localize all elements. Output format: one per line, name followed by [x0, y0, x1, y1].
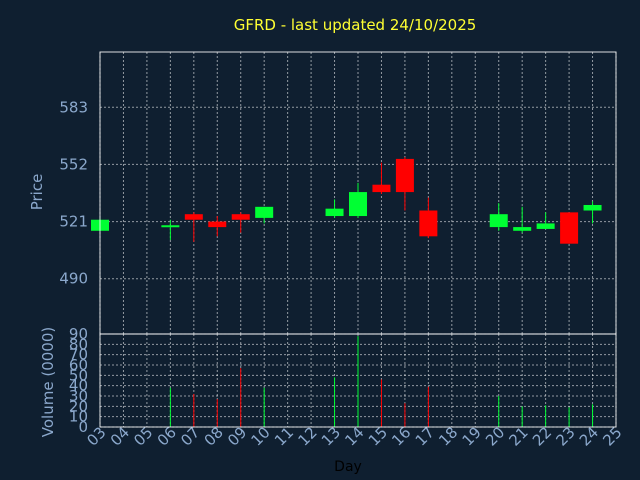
candle-body: [536, 223, 555, 229]
volume-tick-label: 30: [69, 387, 88, 405]
candle-body: [560, 212, 579, 244]
chart-title: GFRD - last updated 24/10/2025: [234, 16, 477, 34]
volume-axis-label: Volume (0000): [39, 327, 57, 437]
candle-body: [231, 214, 250, 220]
volume-tick-label: 80: [69, 335, 88, 353]
price-tick-label: 583: [59, 98, 88, 116]
volume-panel-frame: [99, 333, 617, 428]
candle-body: [349, 192, 367, 217]
candle-body: [419, 210, 438, 237]
x-axis-label: Day: [334, 459, 362, 475]
volume-tick-label: 90: [69, 325, 88, 343]
volume-bars: [169, 336, 594, 427]
candle-body: [395, 158, 414, 193]
price-tick-label: 490: [59, 270, 88, 288]
candle-body: [184, 214, 203, 220]
price-tick-label: 552: [59, 155, 88, 173]
candle-body: [583, 204, 602, 211]
volume-tick-label: 60: [69, 356, 88, 374]
volume-tick-label: 20: [69, 397, 88, 415]
candle-body: [208, 221, 227, 228]
price-ticks: 490 521 552 583: [59, 98, 88, 287]
candles: [91, 157, 602, 244]
candle-body: [489, 214, 508, 228]
candle-body: [513, 227, 532, 231]
price-tick-label: 521: [59, 213, 88, 231]
volume-tick-label: 70: [69, 346, 88, 364]
volume-tick-label: 50: [69, 366, 88, 384]
volume-tick-label: 40: [69, 377, 88, 395]
price-axis-label: Price: [28, 174, 46, 211]
volume-tick-label: 0: [78, 418, 88, 436]
candle-body: [372, 184, 391, 193]
candle-body: [255, 206, 274, 218]
candle-body: [161, 225, 180, 228]
volume-tick-label: 10: [69, 408, 88, 426]
candle-body: [325, 208, 344, 217]
